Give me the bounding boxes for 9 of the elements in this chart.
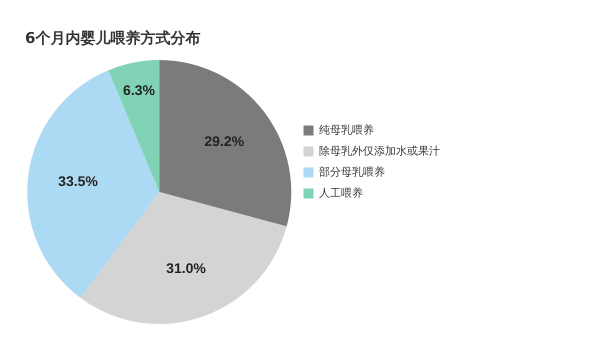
legend-label: 部分母乳喂养	[319, 165, 385, 178]
legend-label: 纯母乳喂养	[319, 123, 374, 136]
legend-label: 人工喂养	[319, 186, 363, 200]
data-label: 29.2%	[204, 133, 245, 150]
data-label: 33.5%	[58, 172, 98, 189]
chart-title: 6个月内婴儿喂养方式分布	[25, 28, 200, 47]
data-label: 6.3%	[123, 82, 156, 98]
legend-label: 除母乳外仅添加水或果汁	[319, 144, 440, 158]
data-label: 31.0%	[166, 260, 206, 276]
